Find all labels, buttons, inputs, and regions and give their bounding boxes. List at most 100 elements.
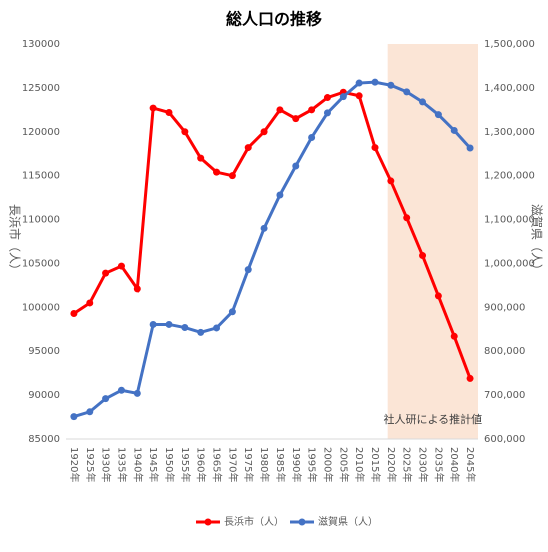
legend-marker — [298, 518, 306, 526]
y2-tick-label: 600,000 — [484, 434, 525, 445]
point — [260, 128, 268, 136]
x-tick-label: 2005年 — [337, 447, 350, 482]
point — [149, 104, 157, 112]
point — [117, 386, 125, 394]
point — [117, 262, 125, 270]
point — [403, 214, 411, 222]
y-tick-label: 90000 — [28, 390, 60, 401]
legend-item: 長浜市（人） — [196, 515, 284, 528]
point — [308, 106, 316, 114]
x-tick-label: 2010年 — [353, 447, 366, 482]
legend-marker — [204, 518, 212, 526]
point — [450, 332, 458, 340]
x-tick-label: 1990年 — [290, 447, 303, 482]
x-tick-label: 1930年 — [100, 447, 113, 482]
legend-item: 滋賀県（人） — [290, 515, 378, 528]
x-tick-label: 1970年 — [226, 447, 239, 482]
point — [466, 144, 474, 152]
point — [355, 79, 363, 87]
point — [387, 81, 395, 89]
point — [371, 78, 379, 86]
x-tick-label: 2015年 — [369, 447, 382, 482]
x-tick-label: 2030年 — [417, 447, 430, 482]
series-line — [73, 90, 472, 379]
x-tick-label: 1995年 — [306, 447, 319, 482]
x-tick-label: 2040年 — [448, 447, 461, 482]
point — [244, 144, 252, 152]
point — [133, 389, 141, 397]
point — [419, 98, 427, 106]
point — [434, 111, 442, 119]
chart-title: 総人口の推移 — [226, 10, 322, 29]
point — [276, 191, 284, 199]
y-tick-label: 95000 — [28, 346, 60, 357]
y-tick-label: 100000 — [22, 302, 60, 313]
y2-tick-label: 1,500,000 — [484, 39, 535, 50]
point — [450, 126, 458, 134]
point — [339, 93, 347, 101]
point — [228, 172, 236, 180]
legend-label: 長浜市（人） — [224, 515, 284, 528]
projection-region — [387, 44, 478, 439]
point — [387, 177, 395, 185]
x-tick-label: 1940年 — [131, 447, 144, 482]
y-axis-label: 長浜市（人） — [8, 204, 23, 276]
point — [323, 109, 331, 117]
legend-label: 滋賀県（人） — [318, 515, 378, 528]
point — [165, 108, 173, 116]
y2-tick-label: 1,300,000 — [484, 127, 535, 138]
point — [181, 324, 189, 332]
y-tick-label: 85000 — [28, 434, 60, 445]
point — [86, 299, 94, 307]
point — [70, 413, 78, 421]
point — [102, 395, 110, 403]
x-tick-label: 2035年 — [432, 447, 445, 482]
x-tick-label: 1950年 — [163, 447, 176, 482]
x-tick-label: 1980年 — [258, 447, 271, 482]
point — [133, 285, 141, 293]
projection-label: 社人研による推計値 — [384, 412, 483, 426]
point — [86, 408, 94, 416]
point — [181, 128, 189, 136]
point — [419, 252, 427, 260]
point — [308, 133, 316, 141]
point — [213, 168, 221, 176]
x-tick-label: 1920年 — [68, 447, 81, 482]
x-tick-label: 2000年 — [321, 447, 334, 482]
point — [197, 328, 205, 336]
point — [213, 324, 221, 332]
y-tick-label: 115000 — [22, 171, 60, 182]
point — [244, 266, 252, 274]
point — [292, 162, 300, 170]
point — [292, 115, 300, 123]
y2-tick-label: 800,000 — [484, 346, 525, 357]
point — [434, 292, 442, 300]
point — [260, 224, 268, 232]
x-tick-label: 1935年 — [115, 447, 128, 482]
y-tick-label: 120000 — [22, 127, 60, 138]
x-tick-label: 1945年 — [147, 447, 160, 482]
y2-tick-label: 1,000,000 — [484, 258, 535, 269]
point — [323, 94, 331, 102]
x-tick-label: 1955年 — [179, 447, 192, 482]
point — [466, 374, 474, 382]
point — [355, 92, 363, 100]
y-tick-label: 110000 — [22, 215, 60, 226]
x-tick-label: 1960年 — [195, 447, 208, 482]
point — [197, 154, 205, 162]
point — [165, 320, 173, 328]
point — [102, 269, 110, 277]
x-tick-label: 2045年 — [464, 447, 477, 482]
y2-tick-label: 1,100,000 — [484, 215, 535, 226]
y2-tick-label: 900,000 — [484, 302, 525, 313]
x-tick-label: 2020年 — [385, 447, 398, 482]
point — [403, 88, 411, 96]
y2-axis-label: 滋賀県（人） — [530, 204, 544, 276]
point — [371, 144, 379, 152]
point — [228, 308, 236, 316]
y-tick-label: 125000 — [22, 83, 60, 94]
y-tick-label: 130000 — [22, 39, 60, 50]
x-tick-label: 1965年 — [211, 447, 224, 482]
x-tick-label: 1985年 — [274, 447, 287, 482]
